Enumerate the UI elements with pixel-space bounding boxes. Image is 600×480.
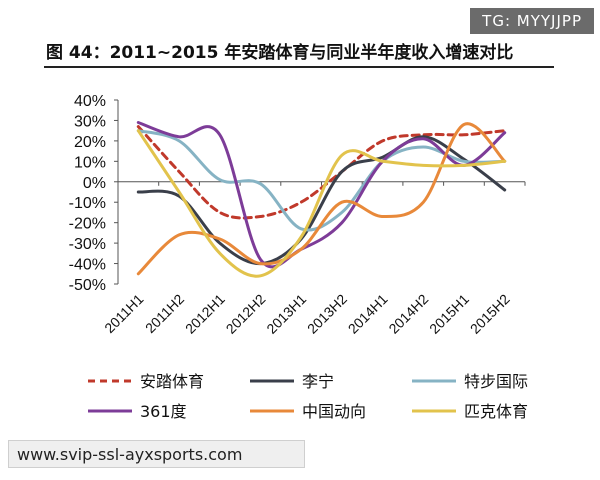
x-tick-label: 2014H1 [345,291,391,337]
legend-label: 匹克体育 [464,402,528,421]
x-tick-label: 2013H1 [263,291,309,337]
y-tick-label: 40% [74,93,106,110]
y-tick-label: 20% [74,134,106,151]
watermark-bottom: www.svip-ssl-ayxsports.com [8,440,305,468]
series-line-5 [136,122,507,276]
legend-label: 361度 [140,402,187,421]
title-divider [44,66,554,68]
line-chart: 40% 30% 20% 10% 0% -10% -20% -30% -40% -50%2011H1… [69,93,528,421]
legend-label: 中国动向 [302,402,366,421]
y-tick-label: -30% [69,236,106,253]
x-tick-label: 2011H2 [142,291,187,336]
chart-title: 图 44：2011~2015 年安踏体育与同业半年度收入增速对比 [46,43,514,63]
series-line-1 [136,125,507,220]
y-tick-label: -50% [69,277,106,294]
y-tick-label: -10% [69,195,106,212]
series-line-6 [136,129,507,278]
x-tick-label: 2012H1 [182,291,228,337]
legend-label: 安踏体育 [140,372,204,391]
x-tick-label: 2015H1 [426,291,472,337]
y-tick-label: 30% [74,113,106,130]
series-line-2 [136,135,507,266]
legend-label: 李宁 [302,372,334,391]
x-tick-label: 2012H2 [223,291,269,337]
x-tick-label: 2014H2 [385,291,431,337]
y-tick-label: -20% [69,216,106,233]
watermark-top: TG: MYYJJPP [470,8,594,34]
y-tick-label: 10% [74,154,106,171]
legend-label: 特步国际 [464,372,528,391]
x-tick-label: 2015H2 [467,291,513,337]
y-tick-label: 0% [83,175,106,192]
x-tick-label: 2011H1 [101,291,146,336]
y-tick-label: -40% [69,257,106,274]
x-tick-label: 2013H2 [304,291,350,337]
series-line-4 [136,121,507,269]
